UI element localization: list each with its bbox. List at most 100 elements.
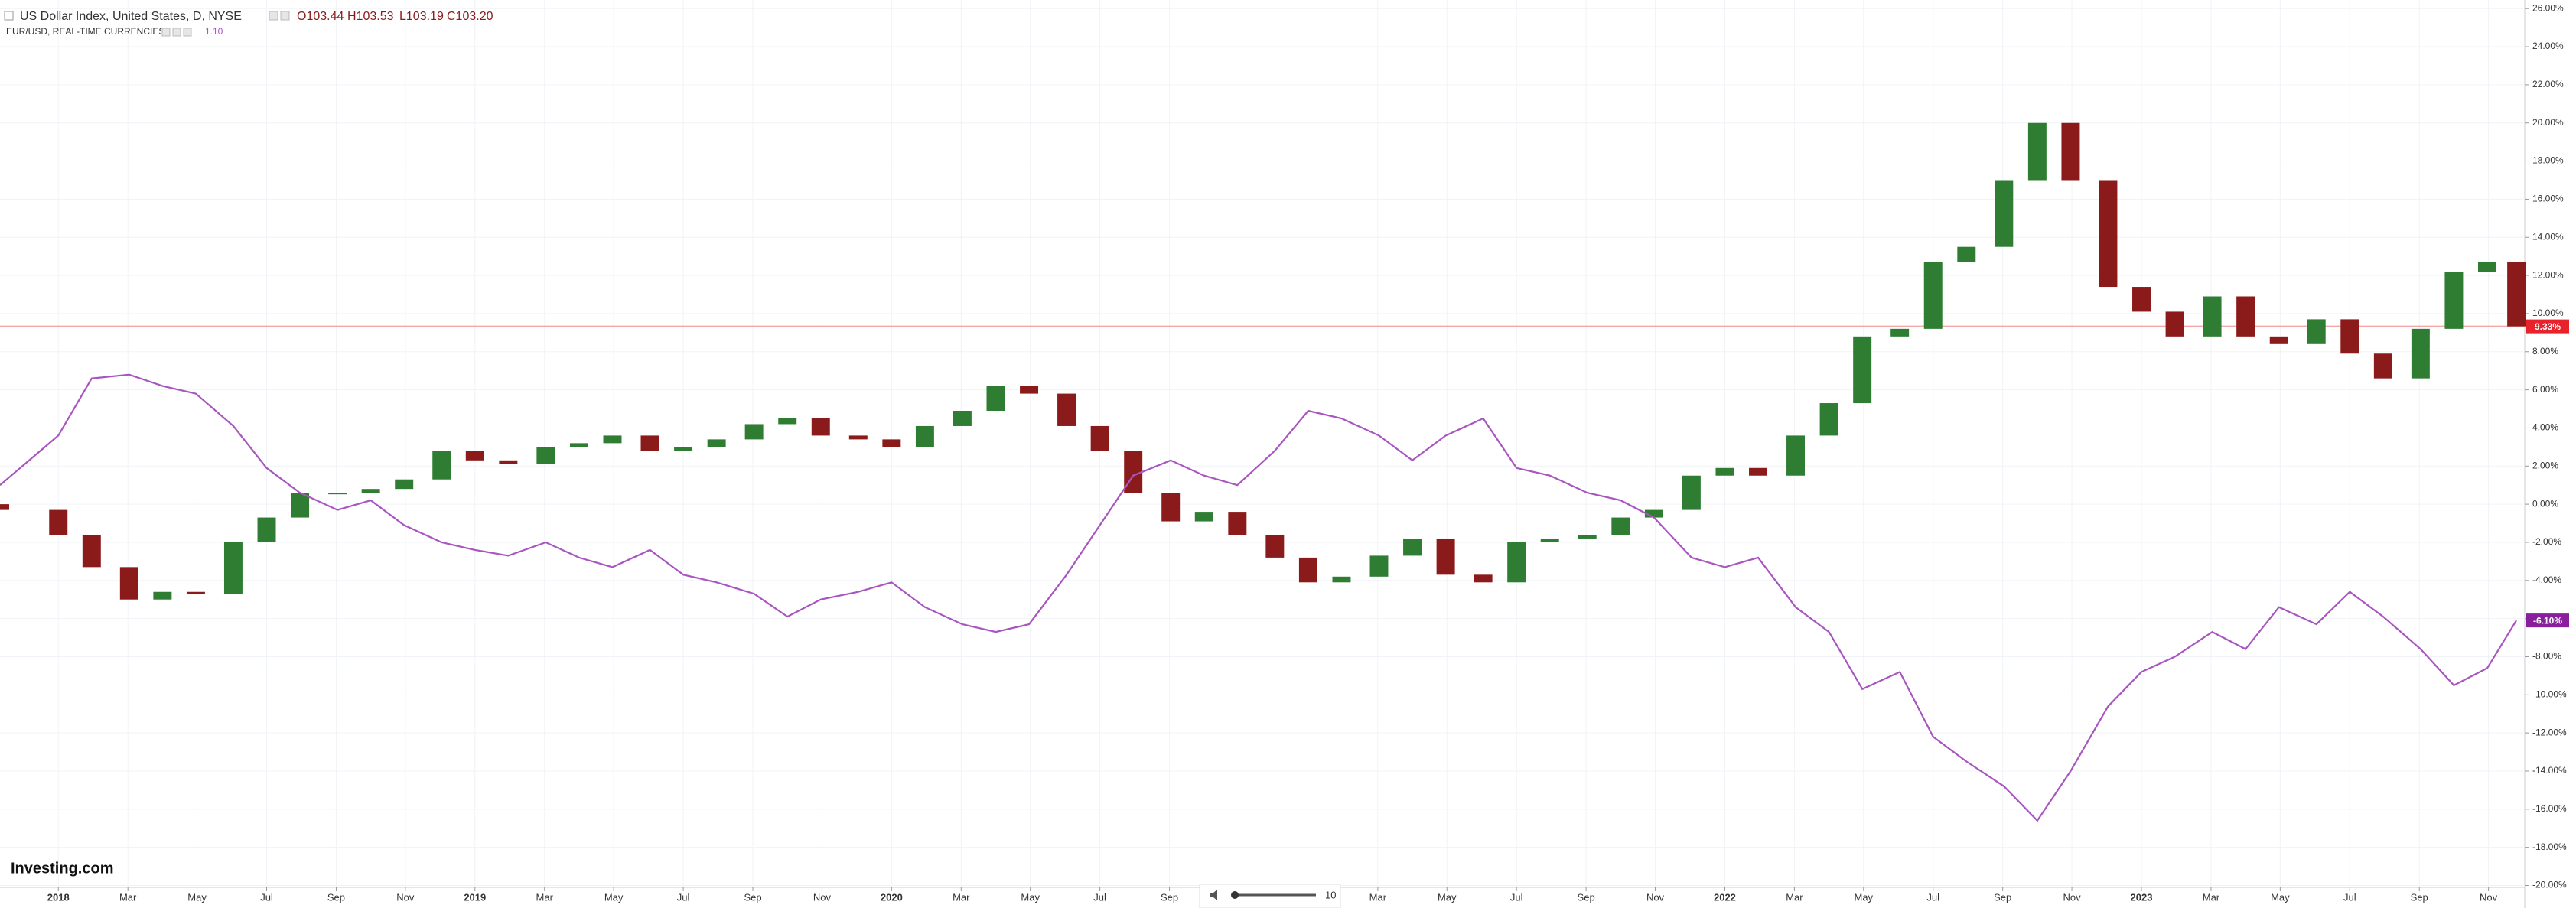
candle-body <box>291 493 310 518</box>
candle-body <box>395 479 414 490</box>
candle-body <box>2132 287 2151 312</box>
candle-body <box>848 435 868 440</box>
x-tick-label: Mar <box>119 891 137 903</box>
candle-body <box>1507 542 1526 583</box>
candle-body <box>2478 262 2496 272</box>
candle-body <box>1403 538 1422 556</box>
x-tick-label: Nov <box>1646 891 1665 903</box>
x-tick-label: Mar <box>953 891 970 903</box>
hide-icon[interactable] <box>172 28 181 37</box>
candle-body <box>1819 403 1838 436</box>
candle-body <box>2307 319 2326 344</box>
slider-handle[interactable] <box>1231 891 1239 899</box>
candle-body <box>1890 328 1910 337</box>
candle-body <box>674 447 693 451</box>
y-tick-label: 18.00% <box>2532 155 2564 166</box>
close-icon[interactable] <box>183 28 192 37</box>
x-tick-label: 2019 <box>464 891 486 903</box>
x-tick-label: May <box>1021 891 1040 903</box>
y-tick-label: 4.00% <box>2532 422 2558 433</box>
candle-body <box>1057 393 1076 426</box>
x-tick-label: Mar <box>1786 891 1803 903</box>
candle-body <box>953 411 972 426</box>
candle-body <box>707 439 726 447</box>
x-tick-label: Sep <box>1994 891 2011 903</box>
x-tick-label: Sep <box>744 891 761 903</box>
high-value: H103.53 <box>347 10 394 23</box>
y-tick-label: -4.00% <box>2532 574 2561 585</box>
candle-body <box>1995 180 2014 247</box>
price-tag-label: -6.10% <box>2533 615 2562 626</box>
price-tag-label: 9.33% <box>2535 321 2561 332</box>
candle-body <box>1436 538 1455 575</box>
y-tick-label: -10.00% <box>2532 688 2567 699</box>
candle-body <box>257 517 276 542</box>
x-tick-label: May <box>1855 891 1874 903</box>
candle-body <box>2340 319 2359 354</box>
candle-body <box>2507 262 2526 327</box>
candle-body <box>153 591 172 600</box>
line-series <box>0 373 2518 822</box>
candle-body <box>882 439 901 447</box>
volume-icon[interactable] <box>1210 890 1217 900</box>
candle-body <box>119 567 138 600</box>
y-tick-label: -16.00% <box>2532 803 2567 814</box>
candle-body <box>223 542 243 594</box>
x-tick-label: Jul <box>677 891 690 903</box>
candle-body <box>1540 538 1559 542</box>
x-tick-label: Sep <box>1161 891 1178 903</box>
candle-body <box>536 447 555 464</box>
x-tick-label: Nov <box>396 891 415 903</box>
series-price: 1.10 <box>205 26 223 37</box>
candle-body <box>1228 512 1247 535</box>
x-tick-label: Jul <box>1510 891 1523 903</box>
candle-body <box>986 386 1005 412</box>
open-value: O103.44 <box>297 10 344 23</box>
x-tick-label: 2020 <box>881 891 903 903</box>
candle-body <box>744 424 764 440</box>
candle-body <box>1578 534 1597 539</box>
candle-body <box>2444 272 2464 329</box>
y-tick-label: -8.00% <box>2532 651 2561 662</box>
y-tick-label: 16.00% <box>2532 194 2564 204</box>
y-tick-label: 12.00% <box>2532 269 2564 280</box>
x-tick-label: May <box>2271 891 2290 903</box>
settings-icon[interactable] <box>161 28 171 37</box>
y-tick-label: 0.00% <box>2532 498 2558 509</box>
candle-body <box>1644 509 1663 518</box>
y-tick-label: -12.00% <box>2532 727 2567 737</box>
candle-body <box>361 489 380 493</box>
y-tick-label: 24.00% <box>2532 41 2564 51</box>
x-tick-label: Jul <box>1093 891 1106 903</box>
candle-body <box>2269 336 2288 344</box>
y-tick-label: 14.00% <box>2532 231 2564 242</box>
candle-body <box>1369 555 1389 577</box>
candle-body <box>2236 296 2255 337</box>
candle-body <box>1161 493 1181 522</box>
collapse-icon[interactable] <box>4 11 14 21</box>
candle-body <box>49 509 68 535</box>
candle-body <box>82 534 101 568</box>
toolbar: 10 <box>1199 884 1341 908</box>
candle-body <box>2203 296 2222 337</box>
close-icon[interactable] <box>280 11 290 21</box>
candle-body <box>1332 576 1351 583</box>
candle-body <box>2411 328 2430 379</box>
settings-icon[interactable] <box>269 11 278 21</box>
x-tick-label: Mar <box>1369 891 1387 903</box>
x-tick-label: Nov <box>813 891 832 903</box>
price-tag <box>2526 319 2569 334</box>
plot <box>0 122 2526 822</box>
candle-body <box>1682 475 1701 510</box>
y-tick-label: 22.00% <box>2532 79 2564 89</box>
candle-body <box>1611 517 1630 535</box>
candle-body <box>1786 435 1806 476</box>
candle-body <box>1298 557 1317 583</box>
candle-body <box>186 591 205 594</box>
x-tick-label: May <box>1438 891 1457 903</box>
x-tick-label: 2022 <box>1714 891 1736 903</box>
candle-body <box>1194 512 1213 522</box>
y-tick-label: -20.00% <box>2532 880 2567 890</box>
y-tick-label: -14.00% <box>2532 765 2567 776</box>
